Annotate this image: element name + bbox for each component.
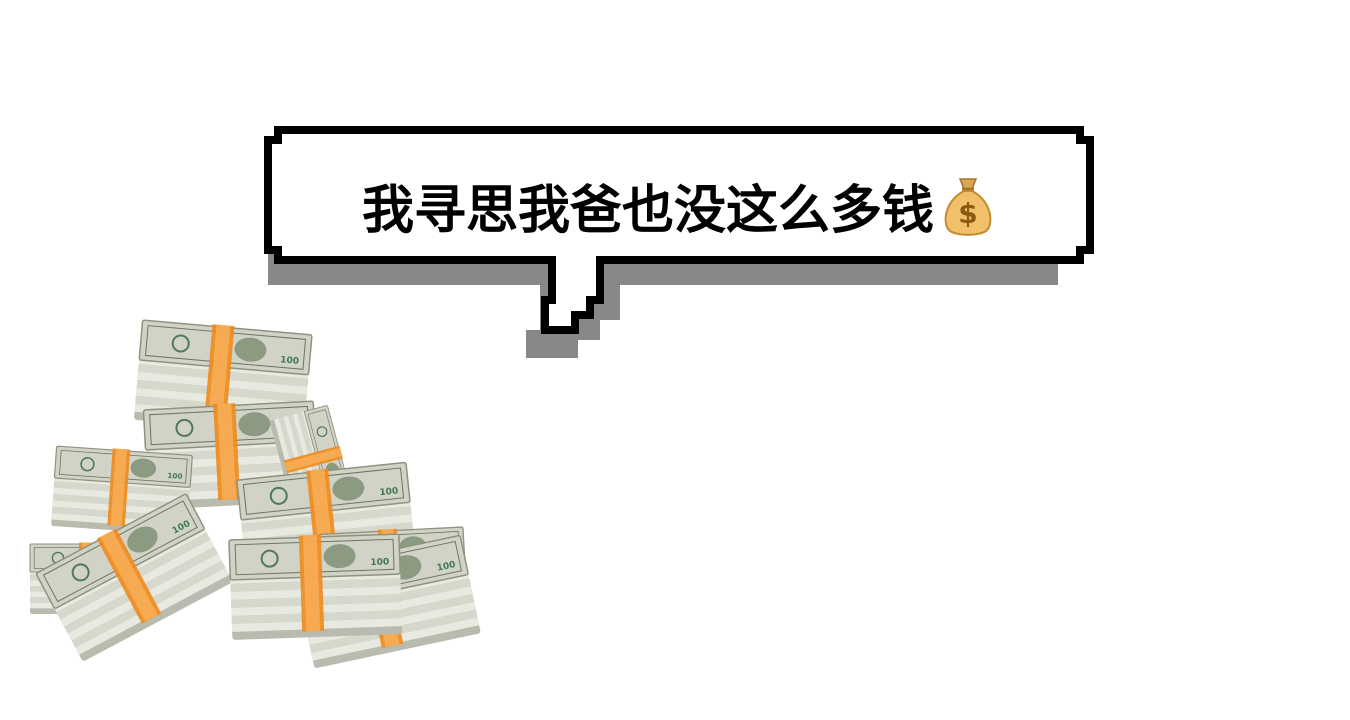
bubble-caption: 我寻思我爸也没这么多钱 [361,180,934,241]
cash-bundle-10 [227,531,404,641]
speech-bubble-text: 我寻思我爸也没这么多钱 $ [280,160,1080,250]
money-bag-icon: $ [944,178,992,236]
speech-bubble-body [264,126,1094,334]
cash-stack-icon: 100 [29,317,482,670]
svg-text:$: $ [958,197,977,230]
